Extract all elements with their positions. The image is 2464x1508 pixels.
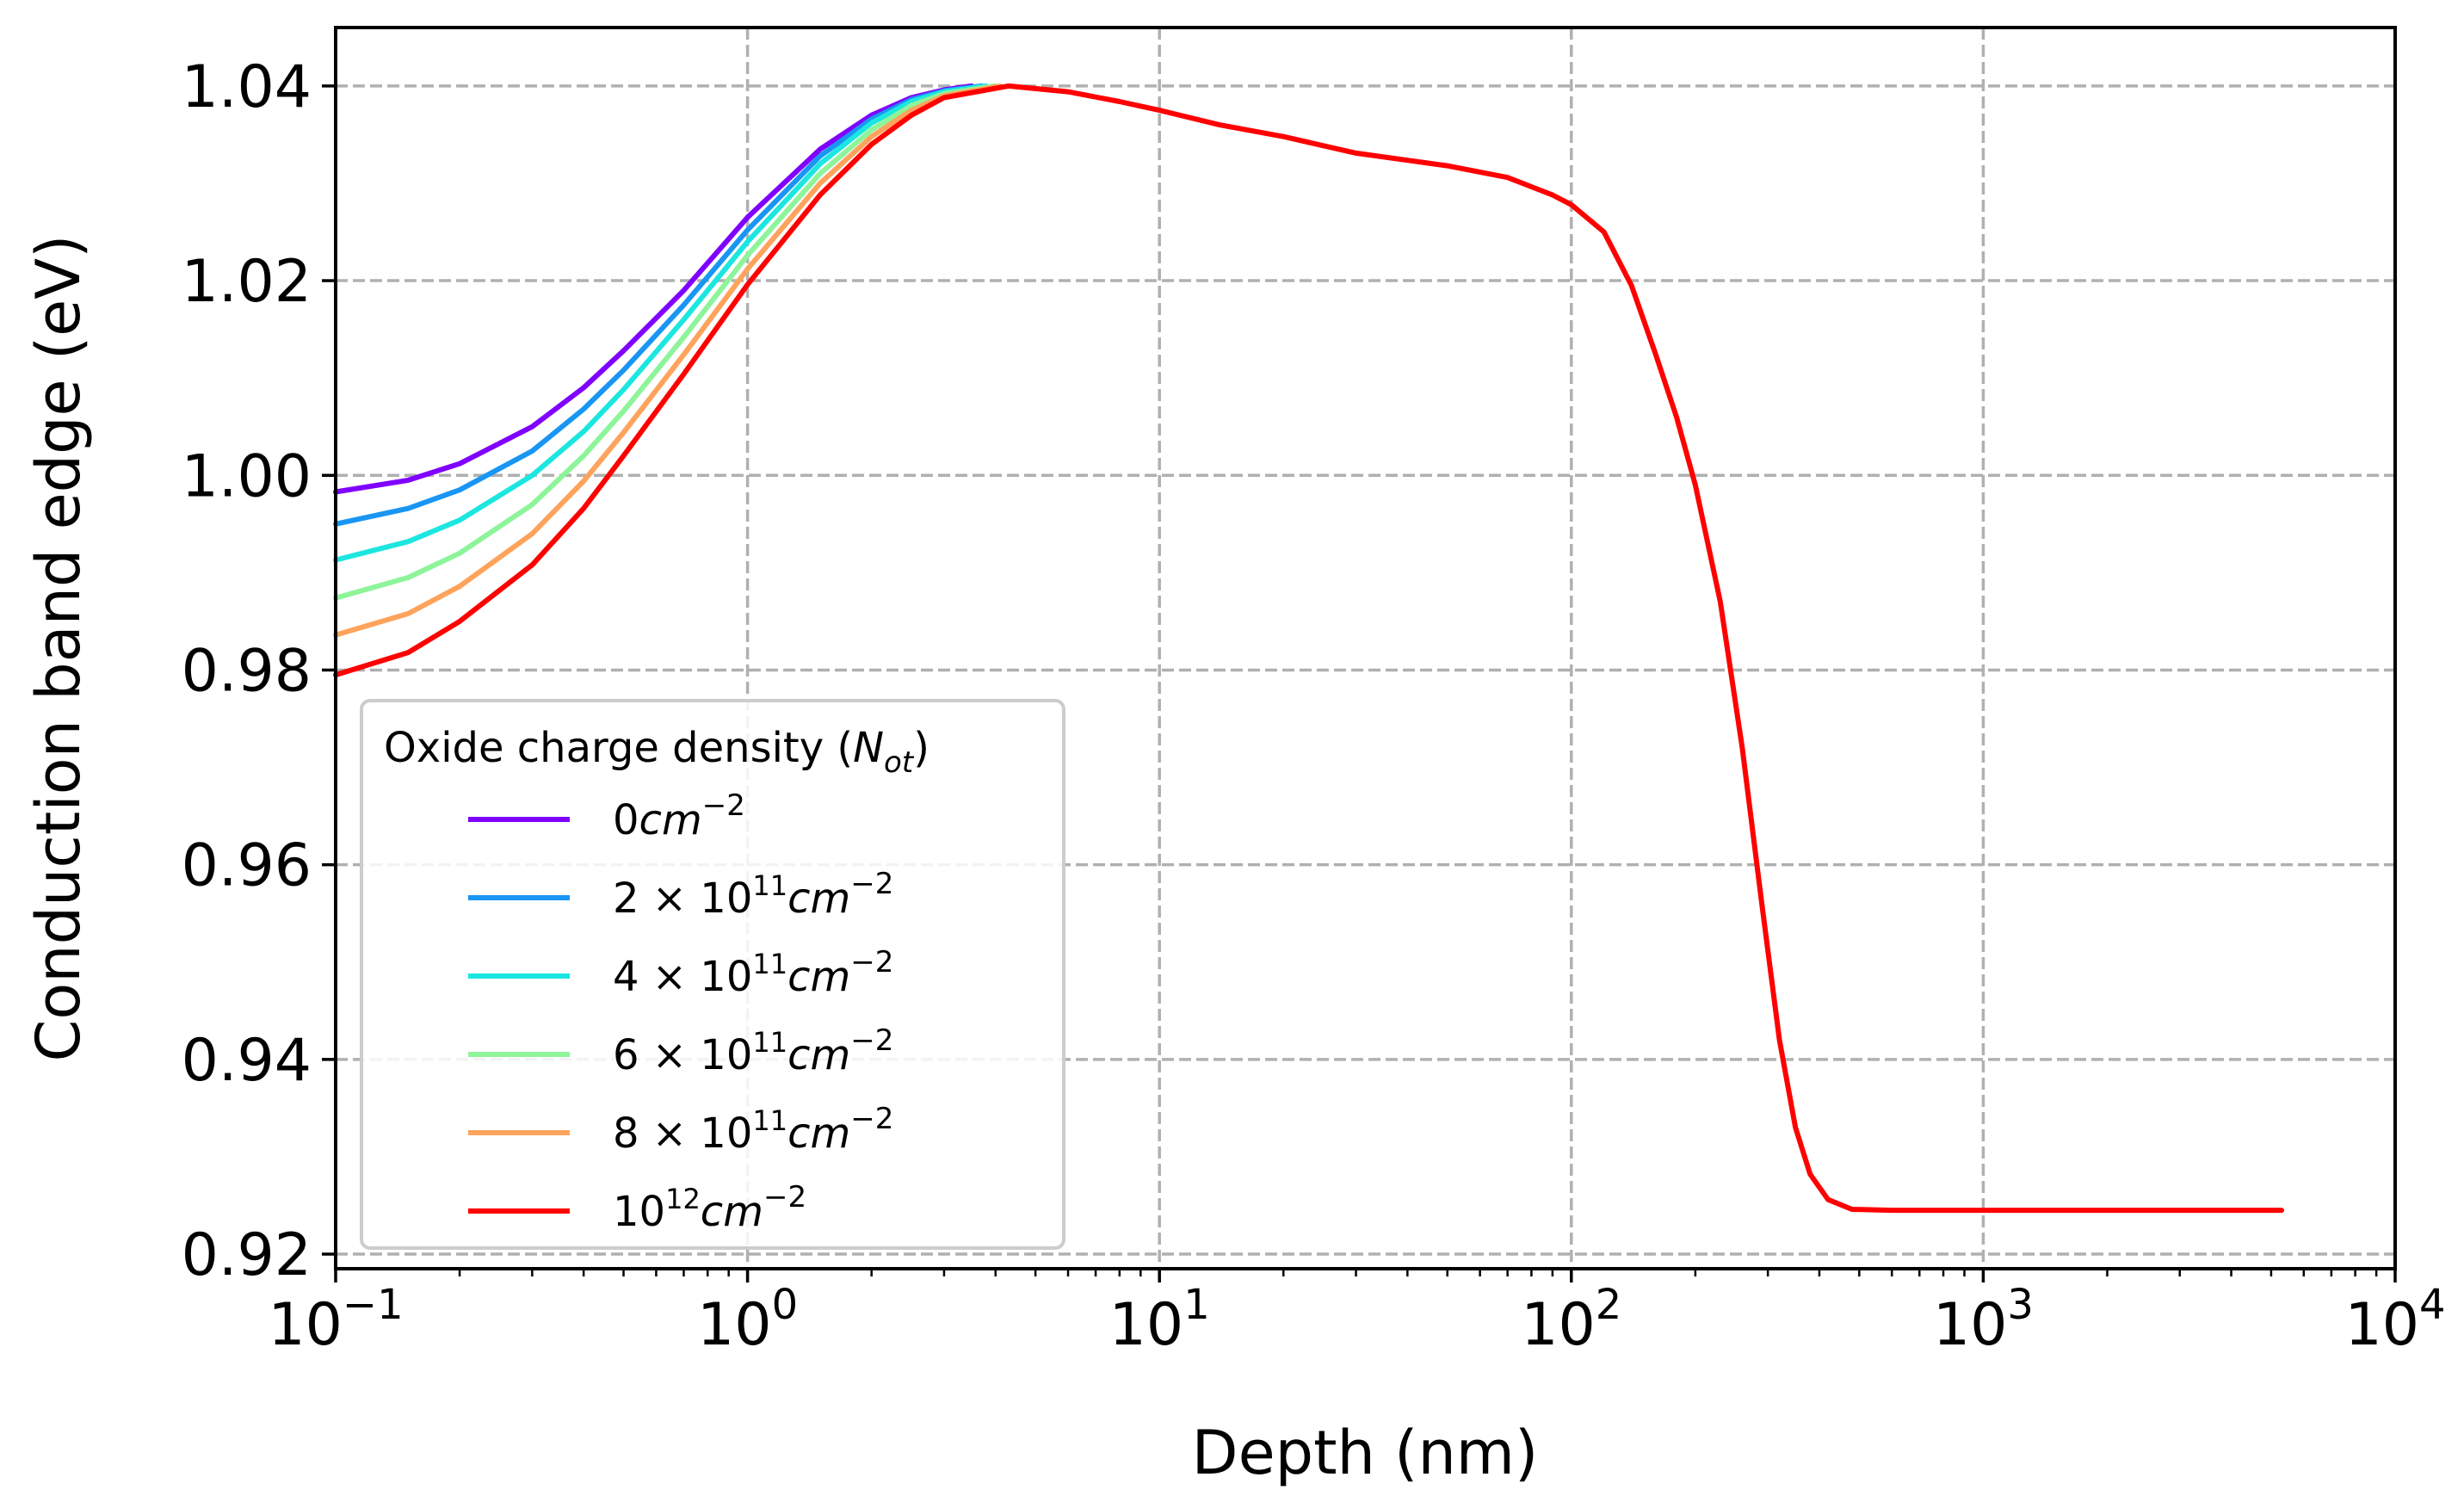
legend-box <box>360 699 1065 1250</box>
x-tick-label: 10−1 <box>268 1281 403 1359</box>
x-axis-ticks: 10−1 100 101 102 103 104 <box>268 1269 2446 1359</box>
y-tick-label: 0.94 <box>182 1027 312 1095</box>
legend-title: Oxide charge density (Not) <box>384 724 929 780</box>
x-axis-label: Depth (nm) <box>1192 1418 1539 1488</box>
legend-label-4: 8 × 1011cm−2 <box>613 1102 893 1158</box>
legend-label-0: 0cm−2 <box>613 788 745 844</box>
legend-label-2: 4 × 1011cm−2 <box>613 945 893 1001</box>
y-tick-label: 1.04 <box>182 53 312 121</box>
legend-entries: 0cm−2 2 × 1011cm−2 4 × 1011cm−2 6 × 1011cm−… <box>468 788 893 1236</box>
x-tick-label: 104 <box>2344 1281 2445 1359</box>
legend-label-3: 6 × 1011cm−2 <box>613 1023 893 1079</box>
y-axis-ticks: 0.92 0.94 0.96 0.98 1.00 1.02 1.04 <box>182 53 336 1289</box>
series-line-2 <box>333 83 990 563</box>
y-tick-label: 0.96 <box>182 832 312 900</box>
series-line-3 <box>333 83 998 601</box>
x-tick-label: 102 <box>1521 1281 1621 1359</box>
plot-frame <box>334 26 2397 1270</box>
x-tick-label: 103 <box>1933 1281 2034 1359</box>
x-tick-label: 100 <box>697 1281 798 1359</box>
y-tick-label: 0.92 <box>182 1221 312 1289</box>
series-layer <box>333 83 2284 1214</box>
legend-label-5: 1012cm−2 <box>613 1180 806 1236</box>
y-tick-label: 1.02 <box>182 248 312 316</box>
x-tick-label: 101 <box>1109 1281 1210 1359</box>
series-line-4 <box>333 83 1003 638</box>
y-tick-label: 1.00 <box>182 442 312 510</box>
y-tick-label: 0.98 <box>182 637 312 705</box>
legend-label-1: 2 × 1011cm−2 <box>613 867 893 923</box>
series-line-5 <box>333 83 2284 1214</box>
legend: Oxide charge density (Not) 0cm−2 2 × 1011… <box>360 699 1065 1250</box>
y-axis-label: Conduction band edge (eV) <box>23 235 94 1062</box>
